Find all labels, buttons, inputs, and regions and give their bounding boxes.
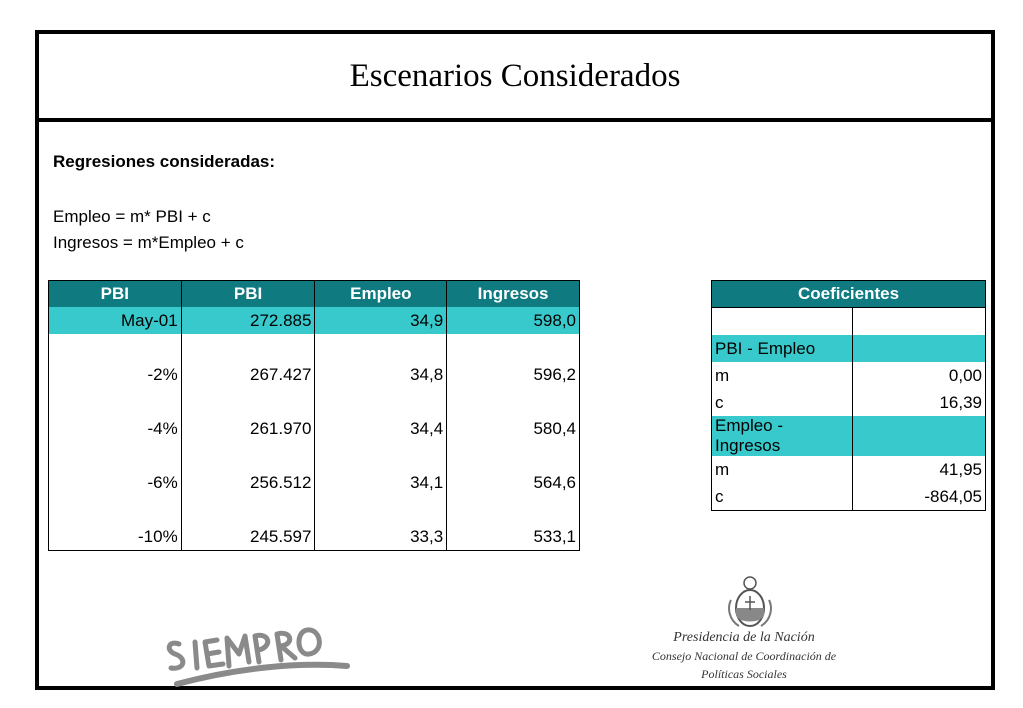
cell [48, 442, 182, 469]
cell [314, 388, 448, 415]
cell [851, 307, 986, 335]
cell: 245.597 [180, 523, 316, 551]
section-pbi-empleo: PBI - Empleo [711, 335, 852, 362]
cell [446, 334, 580, 361]
coef-value: 41,95 [851, 456, 986, 483]
cell [446, 496, 580, 523]
coef-header: Coeficientes [711, 280, 986, 308]
table-row [48, 442, 580, 469]
equation-empleo: Empleo = m* PBI + c [53, 207, 211, 226]
cell: -10% [48, 523, 182, 551]
cell [48, 496, 182, 523]
coef-section-row: Empleo - Ingresos [711, 416, 986, 456]
table-row: -4% 261.970 34,4 580,4 [48, 415, 580, 442]
cell [446, 442, 580, 469]
institution-caption: Presidencia de la Nación Consejo Naciona… [639, 630, 849, 682]
cell: May-01 [48, 307, 182, 334]
title-bar: Escenarios Considerados [39, 34, 991, 122]
header-empleo: Empleo [314, 280, 448, 307]
table-row [48, 334, 580, 361]
institution-line-1: Presidencia de la Nación [673, 630, 815, 645]
cell [48, 388, 182, 415]
coef-row: c 16,39 [711, 389, 986, 416]
cell: 533,1 [446, 523, 580, 551]
coef-row: c -864,05 [711, 483, 986, 511]
coef-value: -864,05 [851, 483, 986, 511]
table-row [48, 388, 580, 415]
scenarios-table: PBI PBI Empleo Ingresos May-01 272.885 3… [48, 280, 580, 551]
cell: 33,3 [314, 523, 448, 551]
cell [180, 388, 316, 415]
coef-value: 16,39 [851, 389, 986, 416]
cell: 267.427 [180, 361, 316, 388]
cell: -2% [48, 361, 182, 388]
cell [180, 334, 316, 361]
table-row: May-01 272.885 34,9 598,0 [48, 307, 580, 334]
coef-label: c [711, 389, 853, 416]
header-pbi-scenario: PBI [48, 280, 182, 307]
cell [180, 496, 316, 523]
cell [711, 307, 853, 335]
cell [180, 442, 316, 469]
subtitle: Regresiones consideradas: [53, 152, 276, 171]
cell: 598,0 [446, 307, 580, 334]
cell: 34,4 [314, 415, 448, 442]
cell [851, 416, 986, 456]
argentina-emblem-icon [728, 576, 772, 627]
cell: -4% [48, 415, 182, 442]
table-row: -2% 267.427 34,8 596,2 [48, 361, 580, 388]
equation-ingresos: Ingresos = m*Empleo + c [53, 233, 244, 252]
cell: -6% [48, 469, 182, 496]
cell [314, 442, 448, 469]
coef-row: m 41,95 [711, 456, 986, 483]
coef-value: 0,00 [851, 362, 986, 389]
table-row: -6% 256.512 34,1 564,6 [48, 469, 580, 496]
cell: 596,2 [446, 361, 580, 388]
section-empleo-ingresos: Empleo - Ingresos [711, 416, 852, 456]
institution-line-2: Consejo Nacional de Coordinación de [651, 649, 837, 663]
cell [314, 496, 448, 523]
cell: 261.970 [180, 415, 316, 442]
cell: 34,9 [314, 307, 448, 334]
siempro-logo [166, 627, 350, 687]
page-title: Escenarios Considerados [349, 57, 681, 94]
cell: 34,8 [314, 361, 448, 388]
cell: 256.512 [180, 469, 316, 496]
cell: 272.885 [180, 307, 316, 334]
table-row [48, 496, 580, 523]
coef-section-row: PBI - Empleo [711, 335, 986, 362]
coef-label: c [711, 483, 853, 511]
cell [48, 334, 182, 361]
cell: 564,6 [446, 469, 580, 496]
coef-spacer-row [711, 307, 986, 335]
coef-label: m [711, 362, 853, 389]
cell [446, 388, 580, 415]
table-row: -10% 245.597 33,3 533,1 [48, 523, 580, 551]
coef-label: m [711, 456, 853, 483]
coefficients-table: Coeficientes PBI - Empleo m 0,00 c 16,39… [711, 280, 986, 511]
cell: 34,1 [314, 469, 448, 496]
slide-frame: Escenarios Considerados Regresiones cons… [35, 30, 995, 690]
cell: 580,4 [446, 415, 580, 442]
cell [314, 334, 448, 361]
header-pbi-value: PBI [180, 280, 316, 307]
cell [851, 335, 986, 362]
header-ingresos: Ingresos [446, 280, 580, 307]
table-header-row: PBI PBI Empleo Ingresos [48, 280, 580, 307]
coef-row: m 0,00 [711, 362, 986, 389]
institution-line-3: Políticas Sociales [701, 667, 787, 681]
coef-header-row: Coeficientes [711, 280, 986, 308]
